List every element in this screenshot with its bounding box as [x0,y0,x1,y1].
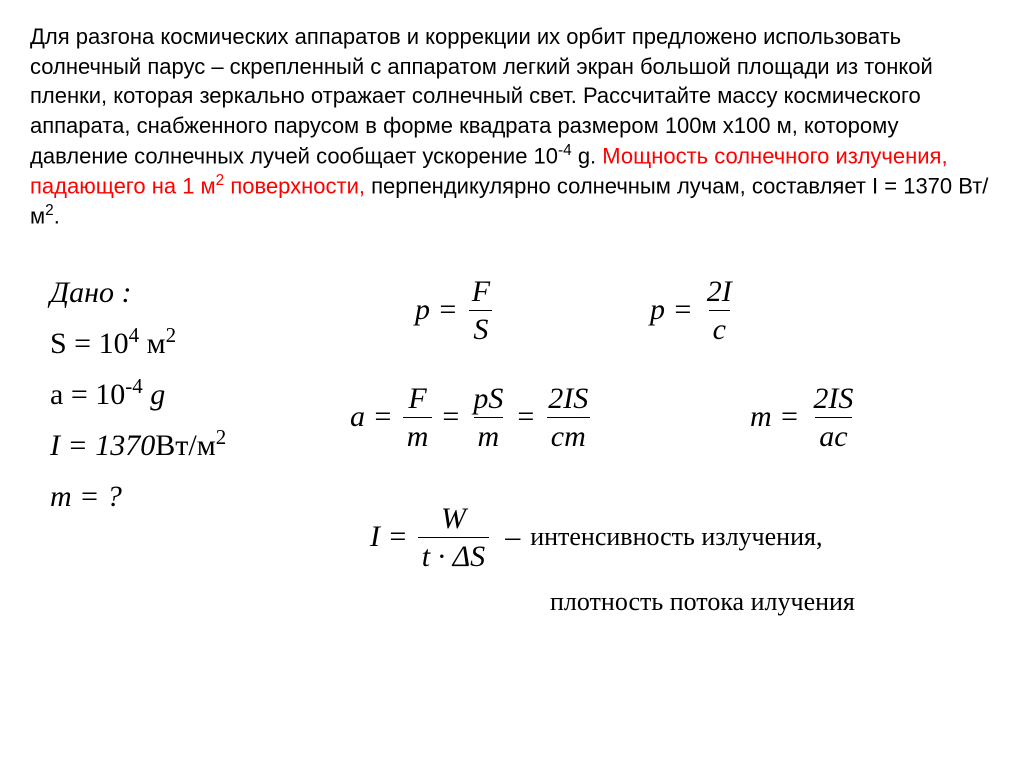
p-eq-2: p = [650,293,693,327]
given-a-rhs: g [143,378,166,411]
frac-F-m: F m [403,382,433,453]
given-a-exp: -4 [125,374,143,398]
den-c: c [709,310,730,346]
eq-sign-1: = [442,400,459,434]
given-S-exp: 4 [129,323,140,347]
formula-p-FS: p = F S [415,275,494,346]
num-2IS: 2IS [544,382,592,417]
frac-2IS-cm: 2IS cm [544,382,592,453]
a-eq: a = [350,400,393,434]
den-tDS: t · ΔS [418,537,489,573]
num-W: W [437,502,470,537]
I-eq: I = [370,520,408,554]
frac-W-tDS: W t · ΔS [418,502,489,573]
formula-p-2Ic: p = 2I c [650,275,736,346]
given-I-lhs: I = 1370 [50,429,155,462]
given-I-unit: Вт/м [155,429,215,462]
given-S-lhs: S = 10 [50,327,129,360]
given-block: Дано : S = 104 м2 a = 10-4 g I = 1370Вт/… [50,267,226,522]
given-I: I = 1370Вт/м2 [50,420,226,471]
given-I-unit-exp: 2 [216,425,227,449]
eq-sign-2: = [517,400,534,434]
problem-part1b: g. [572,143,603,168]
problem-part2b: . [54,203,60,228]
given-S: S = 104 м2 [50,318,226,369]
den-m: m [403,417,433,453]
given-title: Дано : [50,267,226,318]
note2: плотность потока илучения [550,587,855,617]
problem-exp1: -4 [558,142,572,159]
num-2IS-2: 2IS [809,382,857,417]
m-eq: m = [750,400,799,434]
formula-a-chain: a = F m = pS m = 2IS cm [350,382,592,453]
frac-2IS-ac: 2IS ac [809,382,857,453]
problem-exp2: 2 [45,202,54,219]
formula-m-2ISac: m = 2IS ac [750,382,857,453]
given-m: m = ? [50,471,226,522]
formula-I-def: I = W t · ΔS – интенсивность излучения, [370,502,822,573]
num-2I: 2I [703,275,736,310]
frac-2I-c: 2I c [703,275,736,346]
given-S-unit-exp: 2 [166,323,177,347]
frac-F-S: F S [468,275,494,346]
problem-highlight2: поверхности, [224,173,365,198]
note1-dash: – [505,520,520,554]
num-F: F [468,275,494,310]
num-pS: pS [469,382,507,417]
given-S-unit: м [139,327,165,360]
den-cm: cm [547,417,590,453]
given-a-lhs: a = 10 [50,378,125,411]
work-area: Дано : S = 104 м2 a = 10-4 g I = 1370Вт/… [30,267,994,697]
p-eq: p = [415,293,458,327]
frac-pS-m: pS m [469,382,507,453]
num-F2: F [404,382,430,417]
note1-text: интенсивность излучения, [530,522,822,552]
den-S: S [469,310,492,346]
page: Для разгона космических аппаратов и корр… [0,0,1024,767]
den-ac: ac [815,417,851,453]
problem-text: Для разгона космических аппаратов и корр… [30,22,994,231]
den-m2: m [474,417,504,453]
problem-highlight-exp: 2 [216,172,225,189]
given-a: a = 10-4 g [50,369,226,420]
